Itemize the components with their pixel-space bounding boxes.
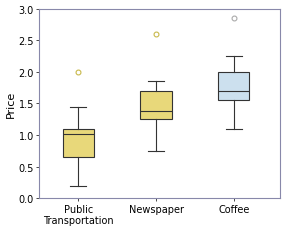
Y-axis label: Price: Price [5, 90, 15, 118]
PathPatch shape [63, 129, 94, 158]
PathPatch shape [140, 91, 172, 120]
PathPatch shape [218, 73, 249, 101]
